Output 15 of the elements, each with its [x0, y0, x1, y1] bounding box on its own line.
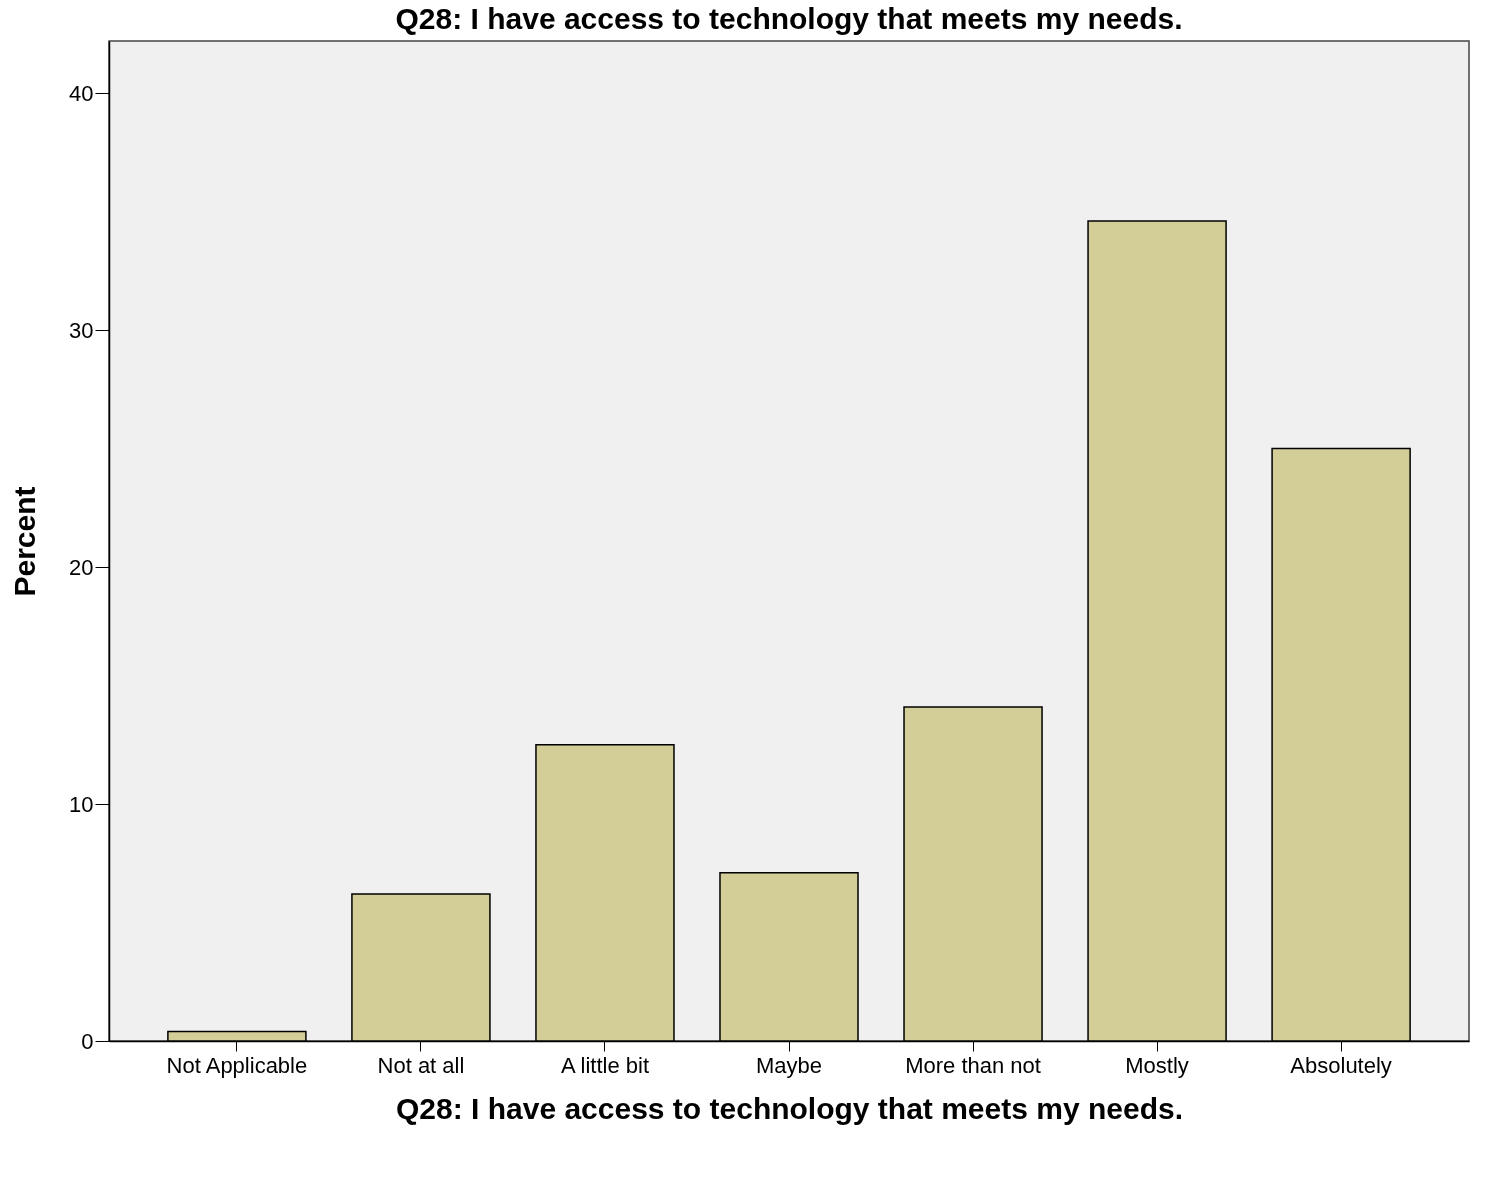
x-tick-label: Maybe	[755, 1052, 823, 1078]
y-tick-label: 20	[69, 554, 94, 580]
x-tick-label: Mostly	[1125, 1052, 1189, 1078]
x-tick-label: A little bit	[560, 1052, 649, 1078]
x-tick-label: More than not	[905, 1052, 1041, 1078]
x-tick-label: Not at all	[377, 1052, 465, 1078]
y-axis-title: Percent	[8, 486, 42, 597]
y-tick-label: 0	[81, 1028, 94, 1054]
y-tick-label: 10	[69, 791, 94, 817]
x-tick-label: Not Applicable	[166, 1052, 308, 1078]
x-tick-label: Absolutely	[1290, 1052, 1392, 1078]
y-tick-label: 30	[69, 317, 94, 343]
chart-title: Q28: I have access to technology that meets my needs.	[395, 2, 1183, 35]
y-tick-label: 40	[69, 80, 94, 106]
x-axis-title: Q28: I have access to technology that meets my needs.	[396, 1091, 1183, 1125]
